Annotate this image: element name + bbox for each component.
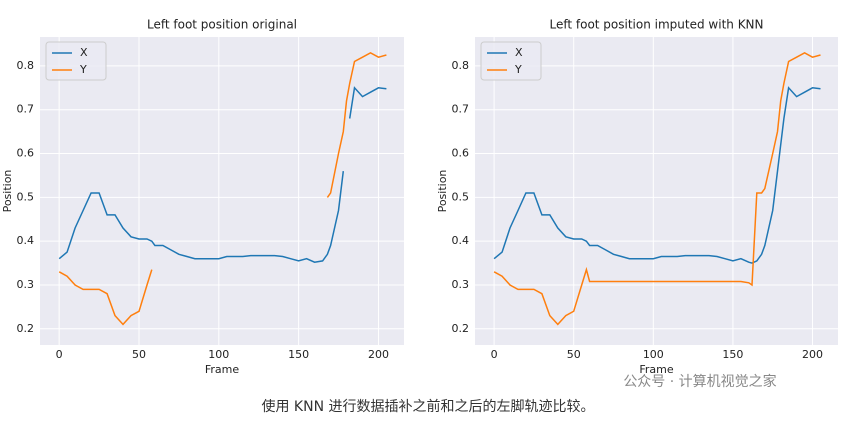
y-tick-label: 0.8 xyxy=(17,59,35,72)
caption: 使用 KNN 进行数据插补之前和之后的左脚轨迹比较。 xyxy=(261,398,594,415)
y-tick-label: 0.5 xyxy=(17,190,35,203)
y-tick-label: 0.7 xyxy=(452,103,470,116)
x-tick-label: 100 xyxy=(643,348,664,361)
y-tick-label: 0.4 xyxy=(452,234,470,247)
y-tick-label: 0.4 xyxy=(17,234,35,247)
x-axis-label: Frame xyxy=(205,363,240,376)
legend-box xyxy=(480,41,542,81)
x-tick-label: 200 xyxy=(802,348,823,361)
x-tick-label: 100 xyxy=(208,348,229,361)
x-axis-label: Frame xyxy=(639,363,674,376)
legend-label: X xyxy=(80,46,88,59)
legend-label: Y xyxy=(514,63,522,76)
watermark: 公众号 · 计算机视觉之家 xyxy=(623,373,776,390)
x-tick-label: 150 xyxy=(288,348,309,361)
series-line xyxy=(58,86,387,263)
y-tick-label: 0.8 xyxy=(452,59,470,72)
series-line xyxy=(493,86,821,264)
legend-label: X xyxy=(515,46,523,59)
chart-title: Left foot position imputed with KNN xyxy=(549,18,763,32)
y-tick-label: 0.2 xyxy=(452,322,470,335)
series-line xyxy=(58,51,387,326)
plot-area xyxy=(475,37,838,345)
y-tick-label: 0.6 xyxy=(17,147,35,160)
series-line xyxy=(493,51,821,326)
y-axis-label: Position xyxy=(1,170,14,213)
y-tick-label: 0.6 xyxy=(452,147,470,160)
y-tick-label: 0.3 xyxy=(452,278,470,291)
x-tick-label: 200 xyxy=(368,348,389,361)
legend-label: Y xyxy=(79,63,87,76)
y-axis-label: Position xyxy=(436,170,449,213)
legend-box xyxy=(45,41,107,81)
y-tick-label: 0.2 xyxy=(17,322,35,335)
chart-title: Left foot position original xyxy=(147,18,297,32)
x-tick-label: 150 xyxy=(722,348,743,361)
y-tick-label: 0.7 xyxy=(17,103,35,116)
x-tick-label: 50 xyxy=(567,348,581,361)
x-tick-label: 0 xyxy=(56,348,63,361)
x-tick-label: 0 xyxy=(491,348,498,361)
plot-area xyxy=(40,37,404,345)
y-tick-label: 0.3 xyxy=(17,278,35,291)
x-tick-label: 50 xyxy=(132,348,146,361)
y-tick-label: 0.5 xyxy=(452,190,470,203)
